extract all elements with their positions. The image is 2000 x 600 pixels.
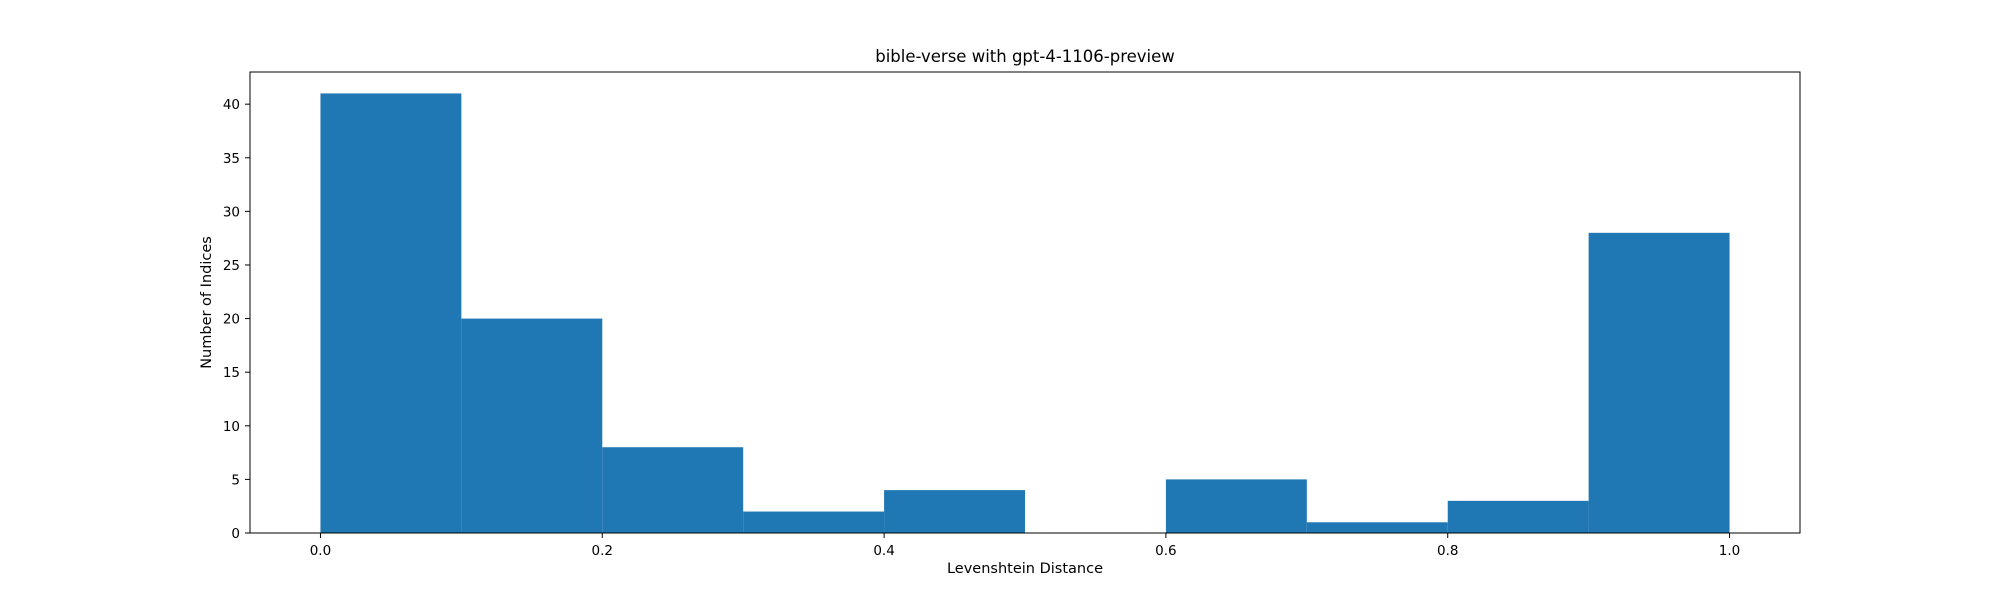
x-tick-label: 0.0 — [310, 543, 331, 559]
y-axis-label: Number of Indices — [199, 236, 215, 369]
histogram-bar — [884, 490, 1025, 533]
histogram-bar — [1588, 232, 1730, 533]
y-tick-label: 25 — [223, 258, 240, 274]
bars-layer — [320, 93, 1730, 533]
y-tick-label: 0 — [231, 526, 240, 542]
x-axis-ticks: 0.0 0.2 0.4 0.6 0.8 1.0 — [310, 533, 1740, 559]
y-tick-label: 40 — [223, 97, 240, 113]
x-tick-label: 0.8 — [1437, 543, 1458, 559]
histogram-bar — [1447, 500, 1589, 533]
y-tick-label: 35 — [223, 151, 240, 167]
x-axis-label: Levenshtein Distance — [947, 561, 1103, 577]
histogram-bar — [461, 318, 603, 533]
histogram-bar — [743, 511, 885, 533]
axes-frame — [249, 71, 1801, 534]
histogram-bar — [602, 447, 744, 533]
histogram-bar — [1165, 479, 1307, 533]
histogram-bar — [320, 93, 462, 533]
x-tick-label: 0.4 — [873, 543, 894, 559]
x-tick-label: 0.2 — [592, 543, 613, 559]
y-tick-label: 30 — [223, 204, 240, 220]
x-tick-label: 0.6 — [1155, 543, 1176, 559]
y-tick-label: 20 — [223, 312, 240, 328]
chart-title: bible-verse with gpt-4-1106-preview — [875, 47, 1175, 66]
histogram-bar — [1306, 522, 1448, 533]
x-tick-label: 1.0 — [1719, 543, 1740, 559]
y-tick-label: 10 — [223, 419, 240, 435]
y-axis-ticks: 0 5 10 15 20 25 30 35 40 — [223, 97, 250, 542]
y-tick-label: 15 — [223, 365, 240, 381]
y-tick-label: 5 — [231, 472, 240, 488]
